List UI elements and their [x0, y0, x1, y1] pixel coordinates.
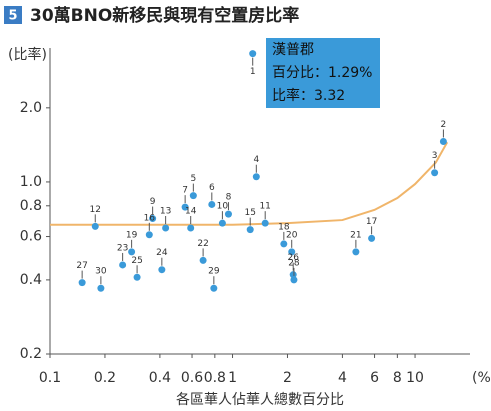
x-tick-label: 4: [338, 370, 347, 386]
badge: 5: [8, 9, 17, 24]
chart-title: 30萬BNO新移民與現有空置房比率: [30, 5, 299, 26]
x-tick-label: 6: [370, 370, 379, 386]
point: [119, 261, 127, 269]
y-tick-label: 0.8: [20, 198, 42, 214]
point-label: 19: [126, 230, 138, 240]
point: [249, 50, 257, 58]
point-label: 14: [185, 206, 197, 216]
x-tick-label: 1: [228, 370, 237, 386]
x-tick-label: 0.2: [94, 370, 116, 386]
point-label: 21: [350, 230, 361, 240]
x-tick-label: 0.8: [204, 370, 226, 386]
point: [187, 224, 195, 232]
point-label: 5: [190, 174, 196, 184]
point-label: 30: [95, 267, 107, 277]
point-label: 8: [226, 193, 232, 203]
y-tick-label: 1.0: [20, 174, 42, 190]
point-label: 6: [209, 183, 215, 193]
point: [97, 284, 105, 292]
point: [162, 224, 170, 232]
point-label: 25: [131, 256, 142, 266]
point: [218, 219, 226, 227]
x-axis-unit: (%: [472, 370, 491, 386]
point-label: 23: [117, 243, 128, 253]
point-label: 11: [259, 202, 270, 212]
point: [149, 215, 157, 223]
x-tick-label: 8: [393, 370, 402, 386]
point: [133, 273, 141, 281]
point: [290, 276, 298, 284]
point-label: 13: [160, 206, 171, 216]
x-tick-label: 0.6: [181, 370, 203, 386]
badge-box: [4, 6, 22, 24]
point: [288, 248, 296, 256]
x-axis-label: 各區華人佔華人總數百分比: [176, 391, 344, 408]
point-label: 16: [144, 213, 156, 223]
point-label: 15: [244, 208, 255, 218]
tooltip-text: 比率：3.32: [272, 87, 345, 104]
y-tick-label: 0.2: [20, 346, 42, 362]
point: [289, 271, 297, 279]
x-tick-label: 0.4: [149, 370, 171, 386]
point: [352, 248, 360, 256]
point: [189, 192, 197, 200]
point-label: 24: [156, 248, 168, 258]
point: [246, 226, 254, 234]
point: [431, 169, 439, 177]
point-label: 29: [208, 267, 220, 277]
tooltip-text: 漢普郡: [272, 42, 314, 58]
point: [181, 203, 189, 211]
x-tick-label: 0.1: [39, 370, 61, 386]
point: [280, 240, 288, 248]
point-label: 26: [287, 253, 299, 263]
point-label: 2: [441, 120, 447, 130]
tooltip-box: [266, 38, 380, 108]
point-label: 9: [150, 197, 156, 207]
point-label: 28: [288, 258, 300, 268]
x-tick-label: 10: [406, 370, 424, 386]
point: [145, 231, 153, 239]
y-axis-label: (比率): [8, 46, 47, 63]
y-tick-label: 2.0: [20, 100, 42, 116]
point-label: 12: [90, 205, 101, 215]
point-label: 1: [250, 67, 256, 77]
point: [439, 137, 447, 145]
tooltip-text: 百分比：1.29%: [272, 65, 372, 81]
point: [199, 256, 207, 264]
point: [91, 222, 99, 230]
point: [368, 234, 376, 242]
point-label: 4: [253, 155, 259, 165]
point: [128, 248, 136, 256]
point: [158, 266, 166, 274]
y-tick-label: 0.4: [20, 272, 42, 288]
point-label: 27: [76, 261, 87, 271]
point-label: 22: [197, 239, 208, 249]
trend-line: [50, 141, 449, 226]
point: [261, 219, 269, 227]
y-tick-label: 0.6: [20, 229, 42, 245]
point-label: 17: [366, 217, 377, 227]
point: [224, 210, 232, 218]
x-tick-label: 2: [283, 370, 292, 386]
point-label: 20: [286, 230, 298, 240]
point-label: 18: [278, 222, 290, 232]
point-label: 7: [182, 186, 188, 196]
point: [210, 284, 218, 292]
point: [208, 200, 216, 208]
point-label: 10: [217, 202, 229, 212]
point: [252, 173, 260, 181]
point-label: 3: [432, 151, 438, 161]
point: [78, 279, 86, 287]
